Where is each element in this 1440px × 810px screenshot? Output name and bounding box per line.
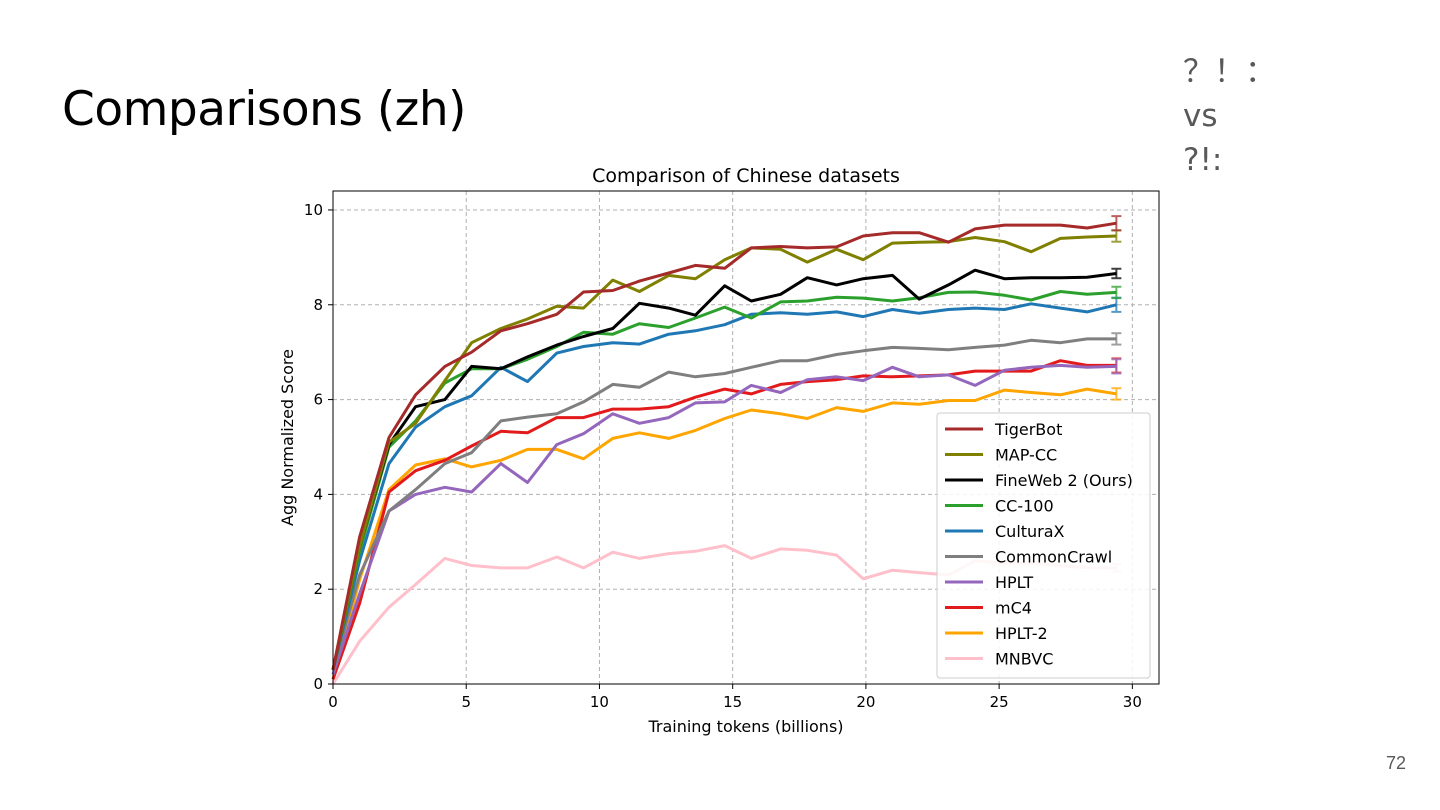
series-line-hplt-2 [331,387,1117,680]
legend-label: MAP-CC [995,446,1057,465]
series-line-hplt [331,363,1117,675]
error-bar-tigerbot [1111,215,1122,232]
axis-ticks: 0 5 10 15 20 25 30 0 2 4 6 8 10 [304,201,1142,711]
legend-box [936,412,1151,679]
legend-label: TigerBot [994,420,1062,439]
series-line-culturax [331,302,1117,671]
y-tick-label: 6 [313,391,323,409]
y-tick-label: 0 [313,675,323,693]
slide-title: Comparisons (zh) [62,82,466,137]
y-tick-label: 8 [313,296,323,314]
error-bar-commoncrawl [1111,332,1122,346]
series-line-cc-100 [331,290,1117,671]
x-tick-label: 0 [328,693,338,711]
corner-note-vs: vs [1183,98,1218,134]
y-axis-label: Agg Normalized Score [278,349,297,526]
legend-label: CulturaX [995,522,1065,541]
page-number: 72 [1385,753,1406,773]
corner-note-fullwidth-punctuation: ？！： [1183,54,1276,90]
error-bar-hplt [1111,358,1122,375]
x-tick-label: 30 [1123,693,1142,711]
series-line-fineweb-2-ours [331,268,1117,671]
legend-label: mC4 [995,599,1032,618]
series-line-mc4 [331,359,1117,680]
series-lines [331,215,1122,685]
x-tick-label: 25 [990,693,1009,711]
legend-label: HPLT-2 [995,624,1048,643]
error-bar-fineweb-2-ours [1111,267,1122,280]
y-tick-label: 10 [304,201,323,219]
error-bar-cc-100 [1111,285,1122,300]
corner-note: ？！： vs ?!: [1183,50,1276,182]
x-axis-label: Training tokens (billions) [647,717,843,736]
legend-label: MNBVC [995,650,1053,669]
legend: TigerBot MAP-CC FineWeb 2 (Ours) CC-100 Cult… [936,412,1151,679]
y-tick-label: 4 [313,485,323,503]
x-tick-label: 15 [723,693,742,711]
x-tick-label: 20 [856,693,875,711]
series-line-tigerbot [331,221,1117,671]
y-tick-label: 2 [313,580,323,598]
legend-label: CommonCrawl [995,548,1112,567]
error-bar-hplt-2 [1111,387,1122,401]
x-tick-label: 10 [590,693,609,711]
x-tick-label: 5 [461,693,471,711]
legend-label: FineWeb 2 (Ours) [995,471,1133,490]
legend-label: HPLT [995,573,1033,592]
chart-title: Comparison of Chinese datasets [592,165,900,187]
corner-note-ascii-punctuation: ?!: [1183,142,1223,178]
series-line-commoncrawl [331,337,1117,671]
legend-label: CC-100 [995,497,1054,516]
plot-frame [332,190,1160,685]
